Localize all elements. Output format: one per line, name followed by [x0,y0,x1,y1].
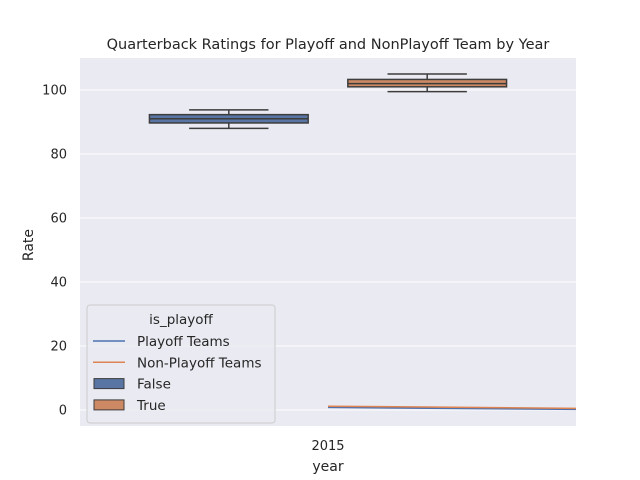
legend-item-2-label: False [137,377,171,393]
legend-items: Playoff Teams Non-Playoff Teams False True [93,334,262,414]
y-tick-labels: 0 20 40 60 80 100 [42,84,67,419]
legend-item-3-label: True [136,398,166,414]
series-line-0 [327,406,577,411]
legend-item-0-label: Playoff Teams [137,334,230,350]
y-tick-label-80: 80 [50,148,67,163]
box-true [347,73,508,93]
legend-frame [86,304,276,424]
legend-item-0: Playoff Teams [93,334,230,350]
x-axis-label: year [312,459,343,475]
legend: is_playoff Playoff Teams Non-Playoff Team… [86,304,276,424]
y-tick-label-40: 40 [50,276,67,291]
series-line-1 [327,405,577,410]
y-tick-label-20: 20 [50,340,67,355]
y-tick-label-100: 100 [42,84,67,99]
box-false [148,109,309,130]
legend-item-2: False [93,377,171,393]
series-lines [327,405,577,411]
legend-item-3-swatch [93,399,125,411]
legend-item-1-label: Non-Playoff Teams [137,355,262,371]
legend-item-1: Non-Playoff Teams [93,355,262,371]
y-tick-label-0: 0 [59,404,67,419]
legend-title: is_playoff [149,312,213,328]
legend-item-2-swatch [93,378,125,390]
x-tick-label-2015: 2015 [311,439,344,454]
y-tick-label-60: 60 [50,212,67,227]
chart-title: Quarterback Ratings for Playoff and NonP… [107,37,550,53]
x-tick-labels: 2015 [311,439,344,454]
legend-item-3: True [93,398,166,414]
y-axis-label: Rate [21,229,37,261]
box-plots [148,73,508,130]
